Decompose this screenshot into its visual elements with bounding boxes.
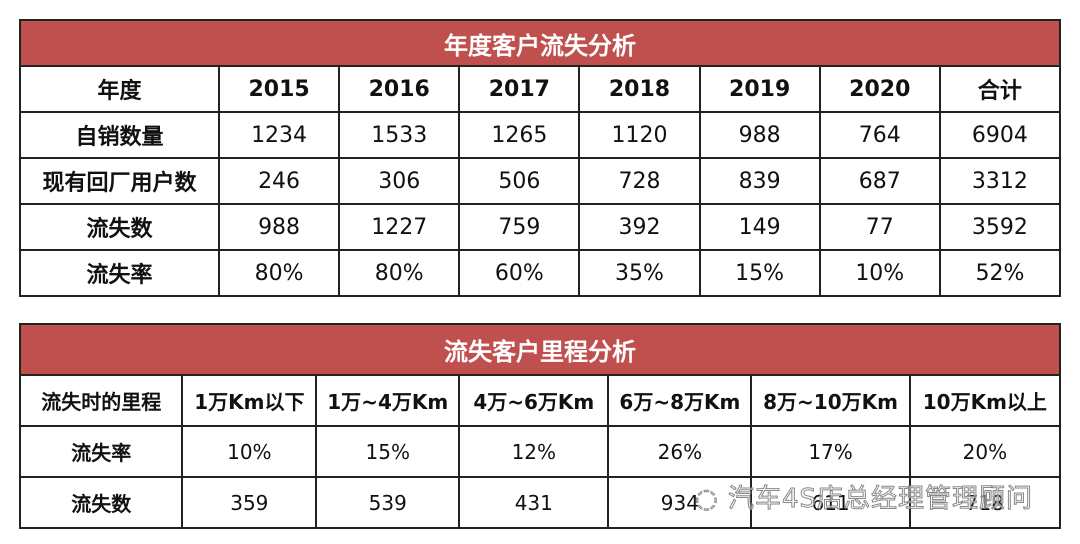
header-cell: 年度 <box>19 65 220 113</box>
cell: 988 <box>698 111 821 159</box>
cell: 149 <box>698 203 821 251</box>
cell: 687 <box>818 157 941 205</box>
row-label: 自销数量 <box>19 111 220 159</box>
cell: 52% <box>938 249 1062 297</box>
table-row: 流失数 988 1227 759 392 149 77 3592 <box>19 203 1062 251</box>
cell: 1234 <box>217 111 341 159</box>
cell: 431 <box>458 476 610 529</box>
header-cell: 2020 <box>818 65 941 113</box>
cell: 764 <box>818 111 941 159</box>
cell: 15% <box>315 425 461 478</box>
cell: 77 <box>818 203 941 251</box>
cell: 17% <box>750 425 911 478</box>
header-cell: 2016 <box>338 65 461 113</box>
row-label: 流失率 <box>19 249 220 297</box>
table-title-row: 流失客户里程分析 <box>19 323 1061 376</box>
cell: 6904 <box>938 111 1062 159</box>
table-row: 现有回厂用户数 246 306 506 728 839 687 3312 <box>19 157 1062 205</box>
wechat-icon: ◌ <box>695 484 719 515</box>
header-cell: 1万~4万Km <box>315 374 461 427</box>
cell: 306 <box>338 157 461 205</box>
header-cell: 合计 <box>938 65 1062 113</box>
header-cell: 8万~10万Km <box>750 374 911 427</box>
cell: 359 <box>181 476 318 529</box>
cell: 80% <box>338 249 461 297</box>
mileage-churn-table: 流失客户里程分析 流失时的里程 1万Km以下 1万~4万Km 4万~6万Km 6… <box>18 323 1062 529</box>
row-label: 流失数 <box>18 476 184 529</box>
table-row: 流失数 359 539 431 934 611 718 <box>18 476 1062 529</box>
cell: 611 <box>750 476 911 529</box>
cell: 1227 <box>338 203 461 251</box>
watermark-text: 汽车4S店总经理管理顾问 <box>727 484 1033 515</box>
watermark: ◌ 汽车4S店总经理管理顾问 <box>695 478 1033 515</box>
cell: 3592 <box>938 203 1062 251</box>
header-cell: 2017 <box>458 65 581 113</box>
cell: 12% <box>458 425 610 478</box>
cell: 718 <box>908 476 1062 529</box>
cell: 759 <box>458 203 581 251</box>
cell: 1533 <box>338 111 461 159</box>
cell: 246 <box>217 157 341 205</box>
cell: 1120 <box>578 111 701 159</box>
cell: 60% <box>458 249 581 297</box>
table-header-row: 流失时的里程 1万Km以下 1万~4万Km 4万~6万Km 6万~8万Km 8万… <box>18 374 1062 427</box>
row-label: 流失数 <box>19 203 220 251</box>
header-cell: 2019 <box>698 65 821 113</box>
header-cell: 流失时的里程 <box>18 374 184 427</box>
cell: 934 <box>607 476 753 529</box>
cell: 539 <box>315 476 461 529</box>
table-row: 流失率 10% 15% 12% 26% 17% 20% <box>18 425 1062 478</box>
row-label: 现有回厂用户数 <box>19 157 220 205</box>
header-cell: 4万~6万Km <box>458 374 610 427</box>
header-cell: 6万~8万Km <box>607 374 753 427</box>
cell: 392 <box>578 203 701 251</box>
cell: 506 <box>458 157 581 205</box>
cell: 10% <box>818 249 941 297</box>
annual-churn-table: 年度客户流失分析 年度 2015 2016 2017 2018 2019 202… <box>19 19 1062 297</box>
cell: 728 <box>578 157 701 205</box>
table-title: 年度客户流失分析 <box>19 19 1061 67</box>
header-cell: 1万Km以下 <box>181 374 318 427</box>
cell: 10% <box>181 425 318 478</box>
cell: 839 <box>698 157 821 205</box>
cell: 20% <box>908 425 1062 478</box>
row-label: 流失率 <box>18 425 184 478</box>
cell: 26% <box>607 425 753 478</box>
cell: 3312 <box>938 157 1062 205</box>
header-cell: 2015 <box>217 65 341 113</box>
cell: 988 <box>217 203 341 251</box>
table-title: 流失客户里程分析 <box>19 323 1061 376</box>
cell: 15% <box>698 249 821 297</box>
cell: 1265 <box>458 111 581 159</box>
table-row: 流失率 80% 80% 60% 35% 15% 10% 52% <box>19 249 1062 297</box>
table-header-row: 年度 2015 2016 2017 2018 2019 2020 合计 <box>19 65 1062 113</box>
cell: 35% <box>578 249 701 297</box>
table-title-row: 年度客户流失分析 <box>19 19 1061 67</box>
header-cell: 10万Km以上 <box>908 374 1062 427</box>
table-row: 自销数量 1234 1533 1265 1120 988 764 6904 <box>19 111 1062 159</box>
cell: 80% <box>217 249 341 297</box>
header-cell: 2018 <box>578 65 701 113</box>
